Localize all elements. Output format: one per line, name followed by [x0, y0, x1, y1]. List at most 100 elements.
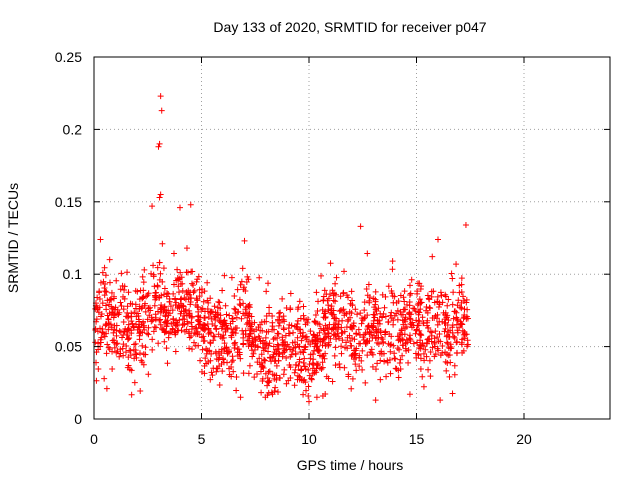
x-tick-label: 0: [90, 431, 98, 447]
data-point: [262, 344, 269, 351]
data-point: [203, 350, 210, 357]
data-point: [440, 309, 447, 316]
data-point: [444, 339, 451, 346]
data-point: [228, 274, 235, 281]
data-point: [124, 269, 131, 276]
data-point: [361, 299, 368, 306]
data-point: [212, 313, 219, 320]
data-point: [306, 361, 313, 368]
data-point: [250, 341, 257, 348]
data-point: [111, 344, 118, 351]
data-point: [122, 325, 129, 332]
data-point: [385, 319, 392, 326]
data-point: [365, 322, 372, 329]
data-point: [221, 340, 228, 347]
data-point: [261, 357, 268, 364]
data-point: [459, 349, 466, 356]
data-point: [307, 341, 314, 348]
data-point: [451, 334, 458, 341]
data-point: [401, 288, 408, 295]
data-point: [449, 301, 456, 308]
data-point: [378, 334, 385, 341]
data-point: [104, 341, 111, 348]
data-point: [323, 373, 330, 380]
data-point: [381, 358, 388, 365]
data-point: [192, 324, 199, 331]
data-point: [229, 353, 236, 360]
data-point: [458, 305, 465, 312]
data-point: [376, 317, 383, 324]
data-point: [140, 294, 147, 301]
data-point: [297, 315, 304, 322]
data-point: [405, 359, 412, 366]
data-point: [336, 360, 343, 367]
data-point: [384, 357, 391, 364]
data-point: [366, 299, 373, 306]
data-point: [122, 349, 129, 356]
data-point: [373, 326, 380, 333]
data-point: [243, 321, 250, 328]
data-point: [358, 320, 365, 327]
data-point: [140, 279, 147, 286]
data-point: [365, 281, 372, 288]
data-point: [134, 310, 141, 317]
data-point: [152, 311, 159, 318]
data-point: [401, 331, 408, 338]
data-point: [432, 328, 439, 335]
data-point: [325, 341, 332, 348]
data-point: [416, 345, 423, 352]
data-point: [347, 324, 354, 331]
data-point: [145, 371, 152, 378]
data-point: [449, 390, 456, 397]
data-point: [234, 286, 241, 293]
data-point: [406, 298, 413, 305]
data-point: [245, 276, 252, 283]
data-point: [426, 357, 433, 364]
data-point: [320, 326, 327, 333]
data-point: [279, 295, 286, 302]
data-point: [318, 272, 325, 279]
data-point: [228, 358, 235, 365]
data-point: [406, 292, 413, 299]
data-point: [233, 314, 240, 321]
data-point: [309, 351, 316, 358]
data-point: [291, 323, 298, 330]
data-point: [288, 322, 295, 329]
data-point: [451, 308, 458, 315]
data-point: [291, 369, 298, 376]
data-point: [311, 343, 318, 350]
data-point: [421, 357, 428, 364]
data-point: [131, 379, 138, 386]
data-point: [200, 326, 207, 333]
data-point: [417, 331, 424, 338]
data-point: [205, 325, 212, 332]
data-point: [273, 372, 280, 379]
data-point: [445, 329, 452, 336]
data-point: [183, 269, 190, 276]
data-point: [448, 270, 455, 277]
data-point: [279, 349, 286, 356]
data-point: [415, 311, 422, 318]
data-point: [271, 375, 278, 382]
data-point: [151, 302, 158, 309]
data-point: [147, 304, 153, 311]
data-point: [200, 333, 207, 340]
data-point: [406, 315, 413, 322]
data-point: [381, 304, 388, 311]
data-point-outlier: [158, 107, 165, 114]
data-point: [119, 282, 126, 289]
data-point: [164, 320, 171, 327]
data-point: [201, 370, 208, 377]
data-point: [237, 394, 244, 401]
data-point: [266, 310, 273, 317]
data-point: [447, 359, 454, 366]
data-point: [219, 323, 226, 330]
data-point: [463, 296, 470, 303]
data-point: [360, 334, 367, 341]
data-point: [249, 353, 256, 360]
data-point: [453, 314, 460, 321]
y-tick-label: 0: [74, 411, 82, 427]
data-point: [428, 293, 435, 300]
data-point: [355, 326, 362, 333]
data-point: [425, 335, 432, 342]
